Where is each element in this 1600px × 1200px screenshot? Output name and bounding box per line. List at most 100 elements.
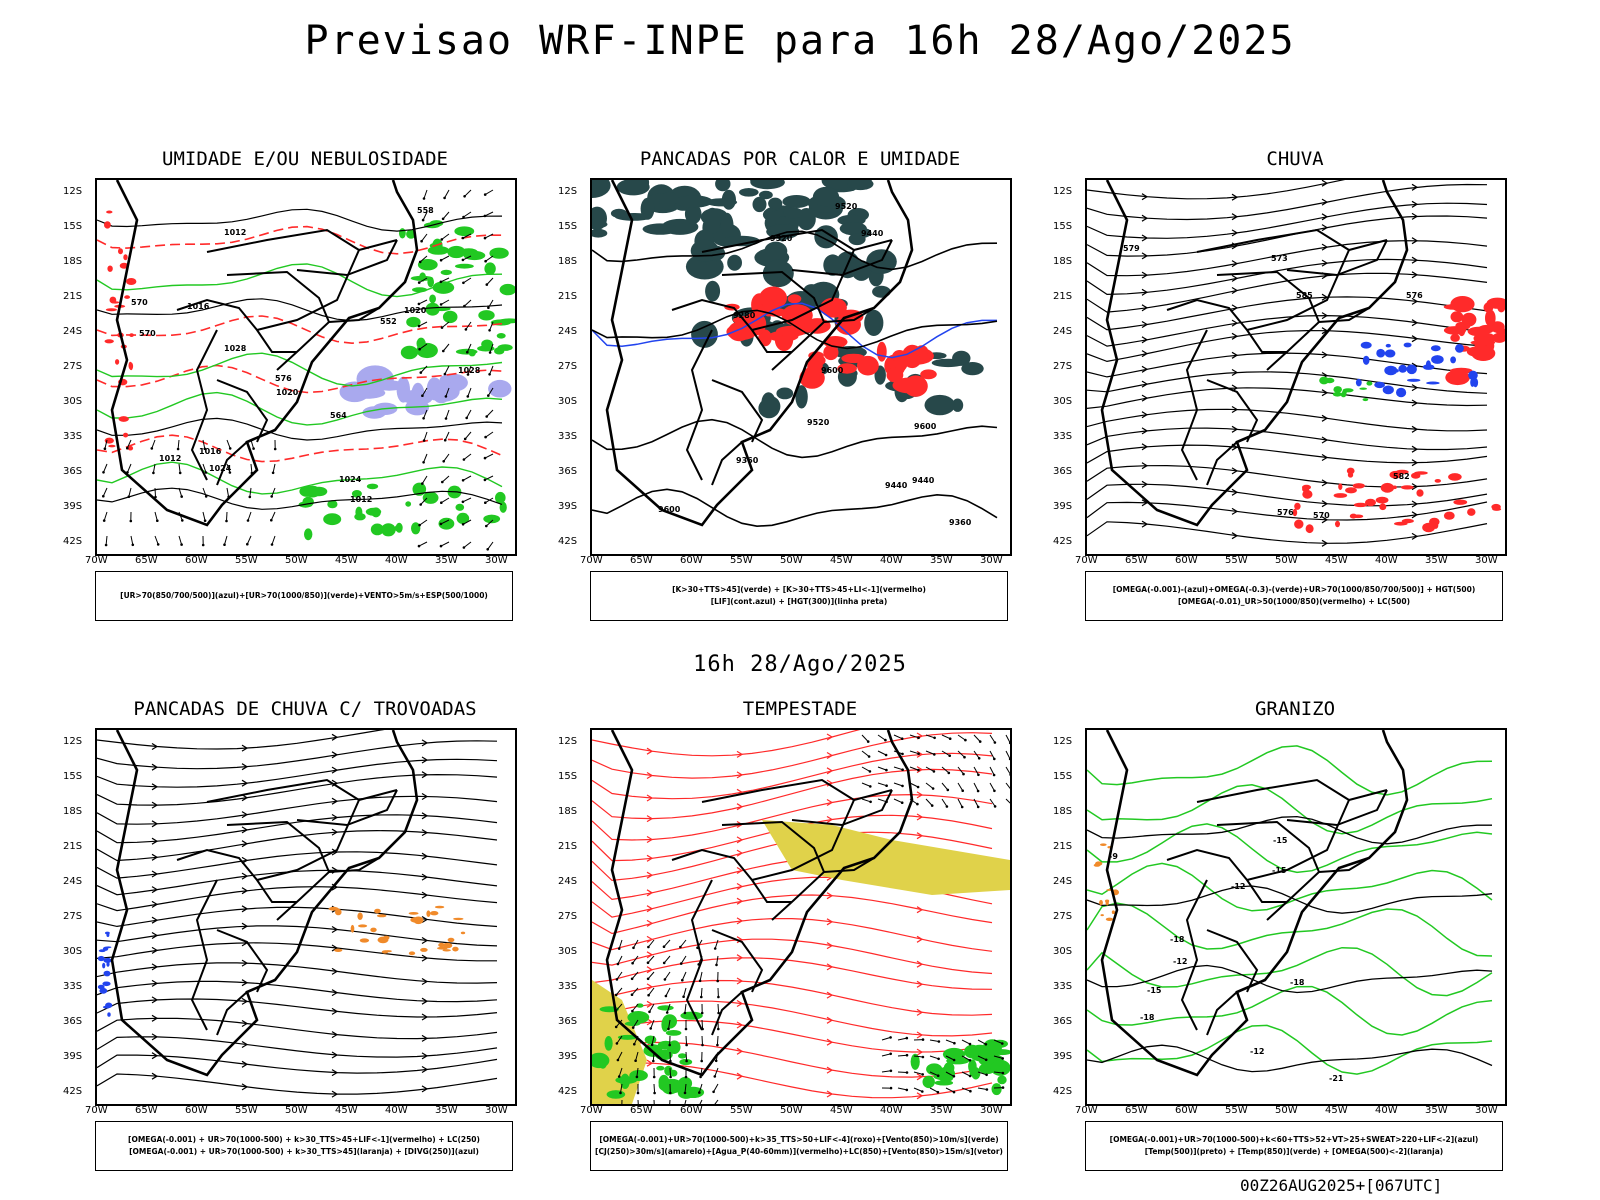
wind-vector xyxy=(669,1067,672,1078)
wind-vector-head xyxy=(488,351,492,354)
latitude-label: 12S xyxy=(558,736,578,747)
shaded-area xyxy=(642,223,678,235)
streamline-arrow xyxy=(1141,271,1149,279)
contour-label: 573 xyxy=(1271,254,1288,263)
wind-vector xyxy=(1005,798,1010,804)
shaded-area xyxy=(705,280,721,302)
wind-vector-head xyxy=(483,478,487,482)
wind-vector xyxy=(485,255,494,262)
streamline-arrow xyxy=(646,966,654,974)
shaded-area xyxy=(1485,309,1496,327)
state-border xyxy=(296,789,398,827)
wind-vector-head xyxy=(717,1027,720,1031)
longitude-label: 35W xyxy=(435,555,458,566)
wind-vector-head xyxy=(917,736,920,740)
wind-vector-head xyxy=(422,417,425,420)
shaded-area xyxy=(1385,343,1391,348)
wind-vector xyxy=(989,782,995,792)
streamline-arrow xyxy=(421,915,429,924)
wind-vector-head xyxy=(488,373,491,376)
shaded-area xyxy=(1380,482,1395,493)
wind-vector-head xyxy=(485,283,489,286)
wind-vector-head xyxy=(485,415,489,418)
streamline-arrow xyxy=(1411,445,1419,453)
contour-label: -9 xyxy=(1109,852,1118,861)
wind-vector-head xyxy=(462,458,466,461)
shaded-area xyxy=(442,949,451,952)
wind-vector-head xyxy=(440,238,444,241)
wind-vector-head xyxy=(466,350,469,354)
shaded-area xyxy=(739,188,759,197)
wind-vector-head xyxy=(717,995,720,999)
wind-vector-head xyxy=(650,1043,654,1047)
streamline-arrow xyxy=(331,1069,339,1077)
wind-vector xyxy=(929,1087,939,1093)
streamline-arrow xyxy=(736,882,744,891)
wind-vector xyxy=(861,734,869,742)
latitude-label: 30S xyxy=(558,396,578,407)
streamline-arrow xyxy=(1231,229,1239,237)
streamline-arrow xyxy=(331,1090,339,1098)
streamline xyxy=(1087,183,1488,221)
shaded-area xyxy=(103,970,111,977)
shaded-area xyxy=(126,278,137,285)
streamline xyxy=(97,1073,498,1095)
wind-vector-head xyxy=(948,754,951,757)
wind-vector xyxy=(700,987,703,998)
contour-label: 570 xyxy=(139,329,156,338)
shaded-area xyxy=(1382,385,1394,395)
wind-vector-head xyxy=(421,394,424,397)
streamline-arrow xyxy=(151,996,159,1004)
jet-area xyxy=(592,980,647,1104)
streamline-arrow xyxy=(421,1013,429,1021)
shaded-area xyxy=(107,265,113,272)
latitude-label: 18S xyxy=(558,256,578,267)
shaded-area xyxy=(408,912,419,915)
contour-label: 9600 xyxy=(658,505,681,514)
wind-vector-head xyxy=(684,1027,688,1031)
streamline-arrow xyxy=(241,840,249,848)
wind-vector xyxy=(668,1019,671,1029)
streamline xyxy=(1087,240,1488,277)
streamline xyxy=(97,998,498,1018)
wind-vector-head xyxy=(916,785,920,789)
wind-vector xyxy=(177,439,180,450)
wind-vector xyxy=(463,541,472,548)
wind-vector-head xyxy=(713,1075,717,1078)
wind-vector xyxy=(680,939,687,948)
shaded-area xyxy=(1471,345,1496,361)
shaded-area xyxy=(447,245,466,259)
streamline-arrow xyxy=(916,1092,924,1100)
contour-line xyxy=(97,434,503,463)
latitude-label: 27S xyxy=(558,361,578,372)
wind-vector-head xyxy=(615,978,619,981)
wind-vector xyxy=(103,511,108,521)
wind-vector xyxy=(440,541,450,547)
shaded-area xyxy=(606,1090,626,1099)
map-panel: 1012 1012 1016 1016 1020 1024 1028 1028 1020 1024… xyxy=(95,178,517,556)
wind-vector-head xyxy=(936,1090,940,1094)
wind-vector xyxy=(897,1037,907,1041)
wind-vector xyxy=(271,487,276,497)
shaded-area xyxy=(468,349,476,357)
legend-line: [LIF](cont.azul) + [HGT(300)](linha pret… xyxy=(710,597,888,606)
shaded-area xyxy=(758,329,772,347)
contour-label: 9440 xyxy=(885,481,908,490)
longitude-label: 50W xyxy=(1275,555,1298,566)
streamline-arrow xyxy=(646,815,654,823)
state-border xyxy=(711,929,764,993)
shaded-area xyxy=(323,513,342,526)
map-panel: -9 -12 -12 -12 -15 -15 -15 -18 -18 -18 -21 xyxy=(1085,728,1507,1106)
wind-vector-head xyxy=(701,1043,704,1047)
wind-vector-head xyxy=(443,372,447,376)
shaded-area xyxy=(614,213,653,221)
wind-vector-head xyxy=(181,519,184,522)
streamline xyxy=(592,1041,993,1078)
wind-vector-head xyxy=(669,1075,672,1079)
shaded-area xyxy=(410,275,434,281)
shaded-area xyxy=(455,503,465,511)
streamline xyxy=(97,962,498,984)
wind-vector-head xyxy=(889,1036,892,1039)
wind-vector xyxy=(420,365,428,373)
streamline-arrow xyxy=(1141,411,1149,419)
